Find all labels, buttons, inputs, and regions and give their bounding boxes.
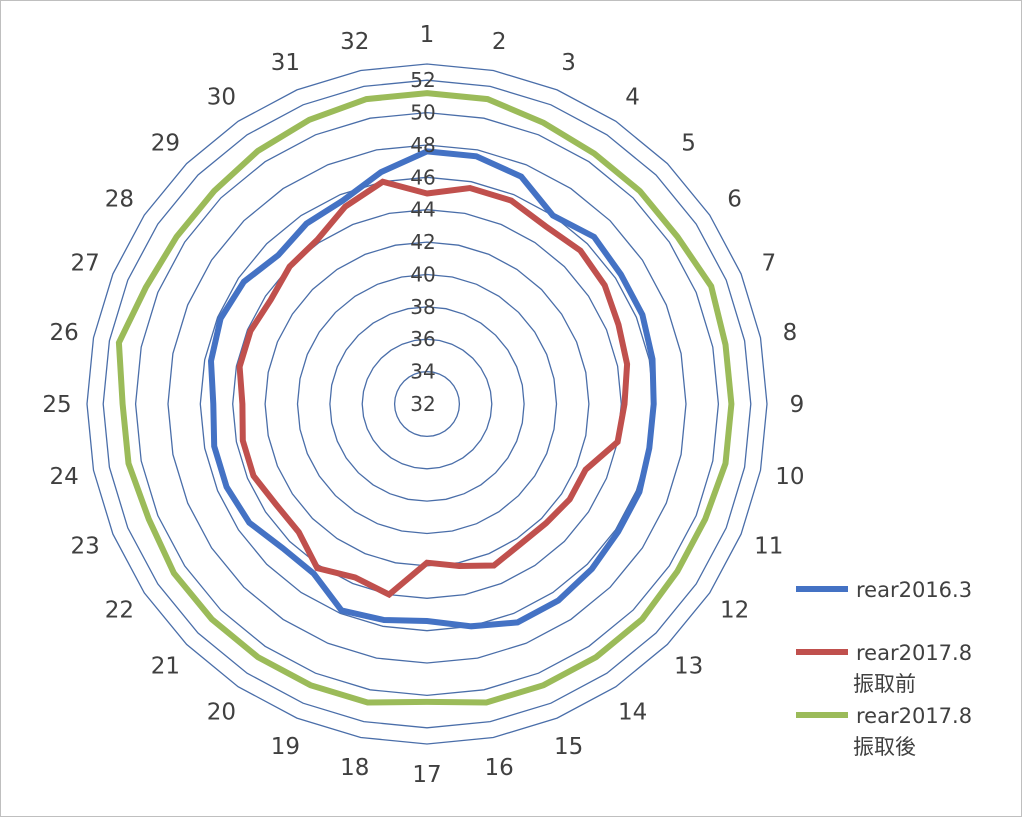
- radial-tick-label: 36: [410, 327, 435, 351]
- category-label: 30: [207, 84, 236, 110]
- category-label: 25: [42, 392, 71, 418]
- category-label: 28: [105, 186, 134, 212]
- radial-tick-labels: 32 34 36 38 40 42 44 46 48 50 52: [410, 68, 435, 416]
- grid-ring: [329, 306, 525, 502]
- grid-ring: [102, 79, 752, 729]
- category-label: 3: [561, 50, 576, 76]
- grid-ring: [393, 370, 461, 438]
- legend-label: 振取後: [853, 735, 916, 759]
- category-label: 6: [727, 186, 742, 212]
- category-label: 32: [340, 29, 369, 55]
- radial-tick-label: 38: [410, 295, 435, 319]
- legend-label: rear2017.8: [856, 641, 972, 665]
- series-line-1: [207, 148, 657, 630]
- radial-tick-label: 42: [410, 230, 435, 254]
- category-label: 20: [207, 700, 236, 726]
- series-layer: [115, 90, 735, 706]
- grid-ring: [134, 111, 720, 697]
- series-line-2: [236, 178, 631, 599]
- legend-label: rear2017.8: [856, 704, 972, 728]
- radial-tick-label: 32: [410, 392, 435, 416]
- category-label: 11: [754, 534, 783, 560]
- category-label: 19: [271, 734, 300, 760]
- category-label: 26: [49, 320, 78, 346]
- category-label: 1: [420, 22, 435, 48]
- category-label: 14: [618, 700, 647, 726]
- category-label: 29: [151, 130, 180, 156]
- category-labels: 1 234567891011121314151617181920212223242…: [42, 22, 804, 788]
- category-label: 31: [271, 50, 300, 76]
- legend-label: rear2016.3: [856, 578, 972, 602]
- category-label: 23: [71, 534, 100, 560]
- category-label: 13: [674, 654, 703, 680]
- grid-ring: [296, 273, 558, 535]
- category-label: 15: [554, 734, 583, 760]
- category-label: 4: [625, 84, 640, 110]
- category-label: 22: [105, 598, 134, 624]
- grid-ring: [86, 63, 768, 745]
- category-label: 21: [151, 654, 180, 680]
- category-label: 7: [761, 250, 776, 276]
- radial-tick-label: 44: [410, 198, 435, 222]
- radial-tick-label: 50: [410, 101, 435, 125]
- radial-tick-label: 34: [410, 360, 435, 384]
- category-label: 8: [783, 320, 798, 346]
- category-label: 5: [681, 130, 696, 156]
- legend: rear2016.3 rear2017.8 振取前 rear2017.8 振取後: [796, 578, 972, 759]
- series-line-3: [115, 90, 735, 706]
- category-label: 17: [412, 762, 441, 788]
- grid-ring: [199, 176, 655, 632]
- category-label: 2: [492, 29, 507, 55]
- radial-tick-label: 40: [410, 263, 435, 287]
- category-label: 10: [775, 464, 804, 490]
- category-label: 18: [340, 755, 369, 781]
- grid-ring: [167, 144, 687, 664]
- category-label: 27: [71, 250, 100, 276]
- grid-ring: [361, 338, 493, 470]
- category-label: 16: [485, 755, 514, 781]
- legend-label: 振取前: [853, 672, 916, 696]
- category-label: 12: [720, 598, 749, 624]
- radial-tick-label: 46: [410, 165, 435, 189]
- radial-tick-label: 48: [410, 133, 435, 157]
- category-label: 24: [49, 464, 78, 490]
- grid-ring: [232, 209, 622, 599]
- category-label: 9: [790, 392, 805, 418]
- radial-tick-label: 52: [410, 68, 435, 92]
